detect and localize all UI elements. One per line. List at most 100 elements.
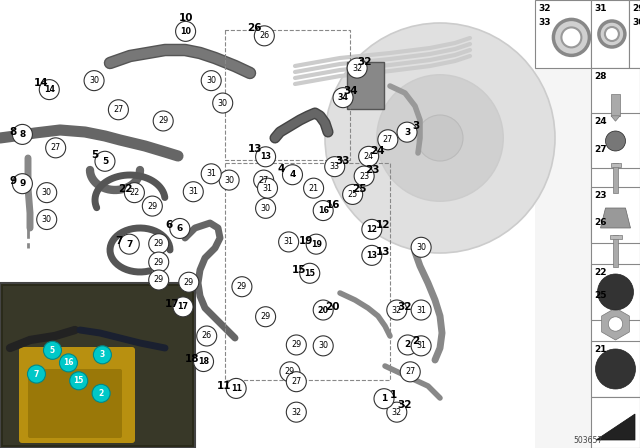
Circle shape bbox=[60, 354, 77, 372]
Circle shape bbox=[411, 300, 431, 320]
Text: 23: 23 bbox=[594, 191, 607, 200]
Text: 29: 29 bbox=[184, 278, 194, 287]
Circle shape bbox=[219, 170, 239, 190]
Text: 30: 30 bbox=[632, 18, 640, 27]
Bar bbox=[535, 0, 640, 448]
Text: 32: 32 bbox=[392, 306, 402, 314]
Text: 26: 26 bbox=[248, 23, 262, 33]
Circle shape bbox=[70, 372, 88, 390]
Circle shape bbox=[387, 300, 407, 320]
Bar bbox=[591, 141, 640, 214]
Text: 16: 16 bbox=[326, 200, 340, 210]
Circle shape bbox=[257, 178, 278, 198]
Circle shape bbox=[173, 297, 193, 317]
Circle shape bbox=[148, 270, 169, 290]
Circle shape bbox=[303, 178, 324, 198]
Circle shape bbox=[377, 75, 503, 201]
Circle shape bbox=[175, 22, 196, 41]
Text: 30: 30 bbox=[224, 176, 234, 185]
Circle shape bbox=[397, 122, 417, 142]
Text: 30: 30 bbox=[42, 188, 52, 197]
Bar bbox=[591, 341, 640, 397]
Text: 26: 26 bbox=[202, 332, 212, 340]
Text: 30: 30 bbox=[206, 76, 216, 85]
Text: 16: 16 bbox=[63, 358, 74, 367]
Circle shape bbox=[286, 335, 307, 355]
Circle shape bbox=[226, 379, 246, 398]
Bar bbox=[591, 68, 640, 141]
Circle shape bbox=[254, 26, 275, 46]
Circle shape bbox=[93, 346, 111, 364]
Circle shape bbox=[108, 100, 129, 120]
Circle shape bbox=[313, 201, 333, 220]
Text: 13: 13 bbox=[248, 144, 262, 154]
Circle shape bbox=[324, 157, 345, 177]
Text: 1: 1 bbox=[381, 394, 387, 403]
Circle shape bbox=[36, 183, 57, 202]
Bar bbox=[591, 214, 640, 287]
Circle shape bbox=[333, 88, 353, 108]
Text: 21: 21 bbox=[308, 184, 319, 193]
Polygon shape bbox=[596, 414, 635, 440]
Text: 26: 26 bbox=[594, 218, 607, 227]
Text: 32: 32 bbox=[392, 408, 402, 417]
Circle shape bbox=[148, 252, 169, 272]
Text: 14: 14 bbox=[44, 85, 55, 94]
Circle shape bbox=[201, 71, 221, 90]
Text: 25: 25 bbox=[348, 190, 358, 199]
Text: 6: 6 bbox=[165, 220, 173, 230]
Text: 14: 14 bbox=[35, 78, 49, 88]
Bar bbox=[3, 286, 192, 445]
Text: 13: 13 bbox=[260, 152, 271, 161]
Text: 2: 2 bbox=[412, 336, 420, 346]
Text: 24: 24 bbox=[371, 146, 385, 156]
Text: 33: 33 bbox=[335, 156, 349, 166]
Text: 5: 5 bbox=[50, 346, 55, 355]
Circle shape bbox=[347, 58, 367, 78]
Circle shape bbox=[300, 263, 320, 283]
Text: 7: 7 bbox=[126, 240, 132, 249]
Text: 32: 32 bbox=[352, 64, 362, 73]
Circle shape bbox=[124, 183, 145, 202]
Circle shape bbox=[313, 300, 333, 320]
Circle shape bbox=[39, 80, 60, 99]
Text: 29: 29 bbox=[632, 4, 640, 13]
Circle shape bbox=[280, 362, 300, 382]
Text: 23: 23 bbox=[359, 172, 369, 181]
Text: 15: 15 bbox=[292, 265, 307, 275]
Text: 15: 15 bbox=[74, 376, 84, 385]
Circle shape bbox=[286, 372, 307, 392]
Polygon shape bbox=[611, 116, 620, 121]
Bar bbox=[613, 163, 618, 193]
Circle shape bbox=[362, 220, 382, 239]
Text: 26: 26 bbox=[259, 31, 269, 40]
Circle shape bbox=[255, 307, 276, 327]
Bar bbox=[0, 0, 535, 448]
Text: 27: 27 bbox=[383, 135, 393, 144]
Text: 22: 22 bbox=[118, 184, 132, 194]
Bar bbox=[591, 287, 640, 360]
Text: 28: 28 bbox=[594, 72, 607, 81]
Text: 15: 15 bbox=[304, 269, 316, 278]
Text: 32: 32 bbox=[397, 302, 412, 312]
Circle shape bbox=[45, 138, 66, 158]
Text: 22: 22 bbox=[594, 268, 607, 277]
Text: 17: 17 bbox=[177, 302, 189, 311]
Bar bbox=[591, 264, 640, 320]
Bar bbox=[609, 235, 621, 239]
Text: 13: 13 bbox=[366, 251, 378, 260]
Bar bbox=[535, 0, 591, 68]
Text: 33: 33 bbox=[330, 162, 340, 171]
Text: 27: 27 bbox=[259, 176, 269, 185]
Text: 25: 25 bbox=[353, 184, 367, 194]
Circle shape bbox=[255, 198, 276, 218]
Text: 11: 11 bbox=[230, 384, 242, 393]
Text: 29: 29 bbox=[154, 276, 164, 284]
Text: 9: 9 bbox=[19, 179, 26, 188]
Polygon shape bbox=[602, 308, 629, 340]
Text: 22: 22 bbox=[129, 188, 140, 197]
Text: 12: 12 bbox=[366, 225, 378, 234]
Text: 27: 27 bbox=[594, 145, 607, 154]
Text: 24: 24 bbox=[594, 117, 607, 126]
Circle shape bbox=[282, 165, 303, 185]
